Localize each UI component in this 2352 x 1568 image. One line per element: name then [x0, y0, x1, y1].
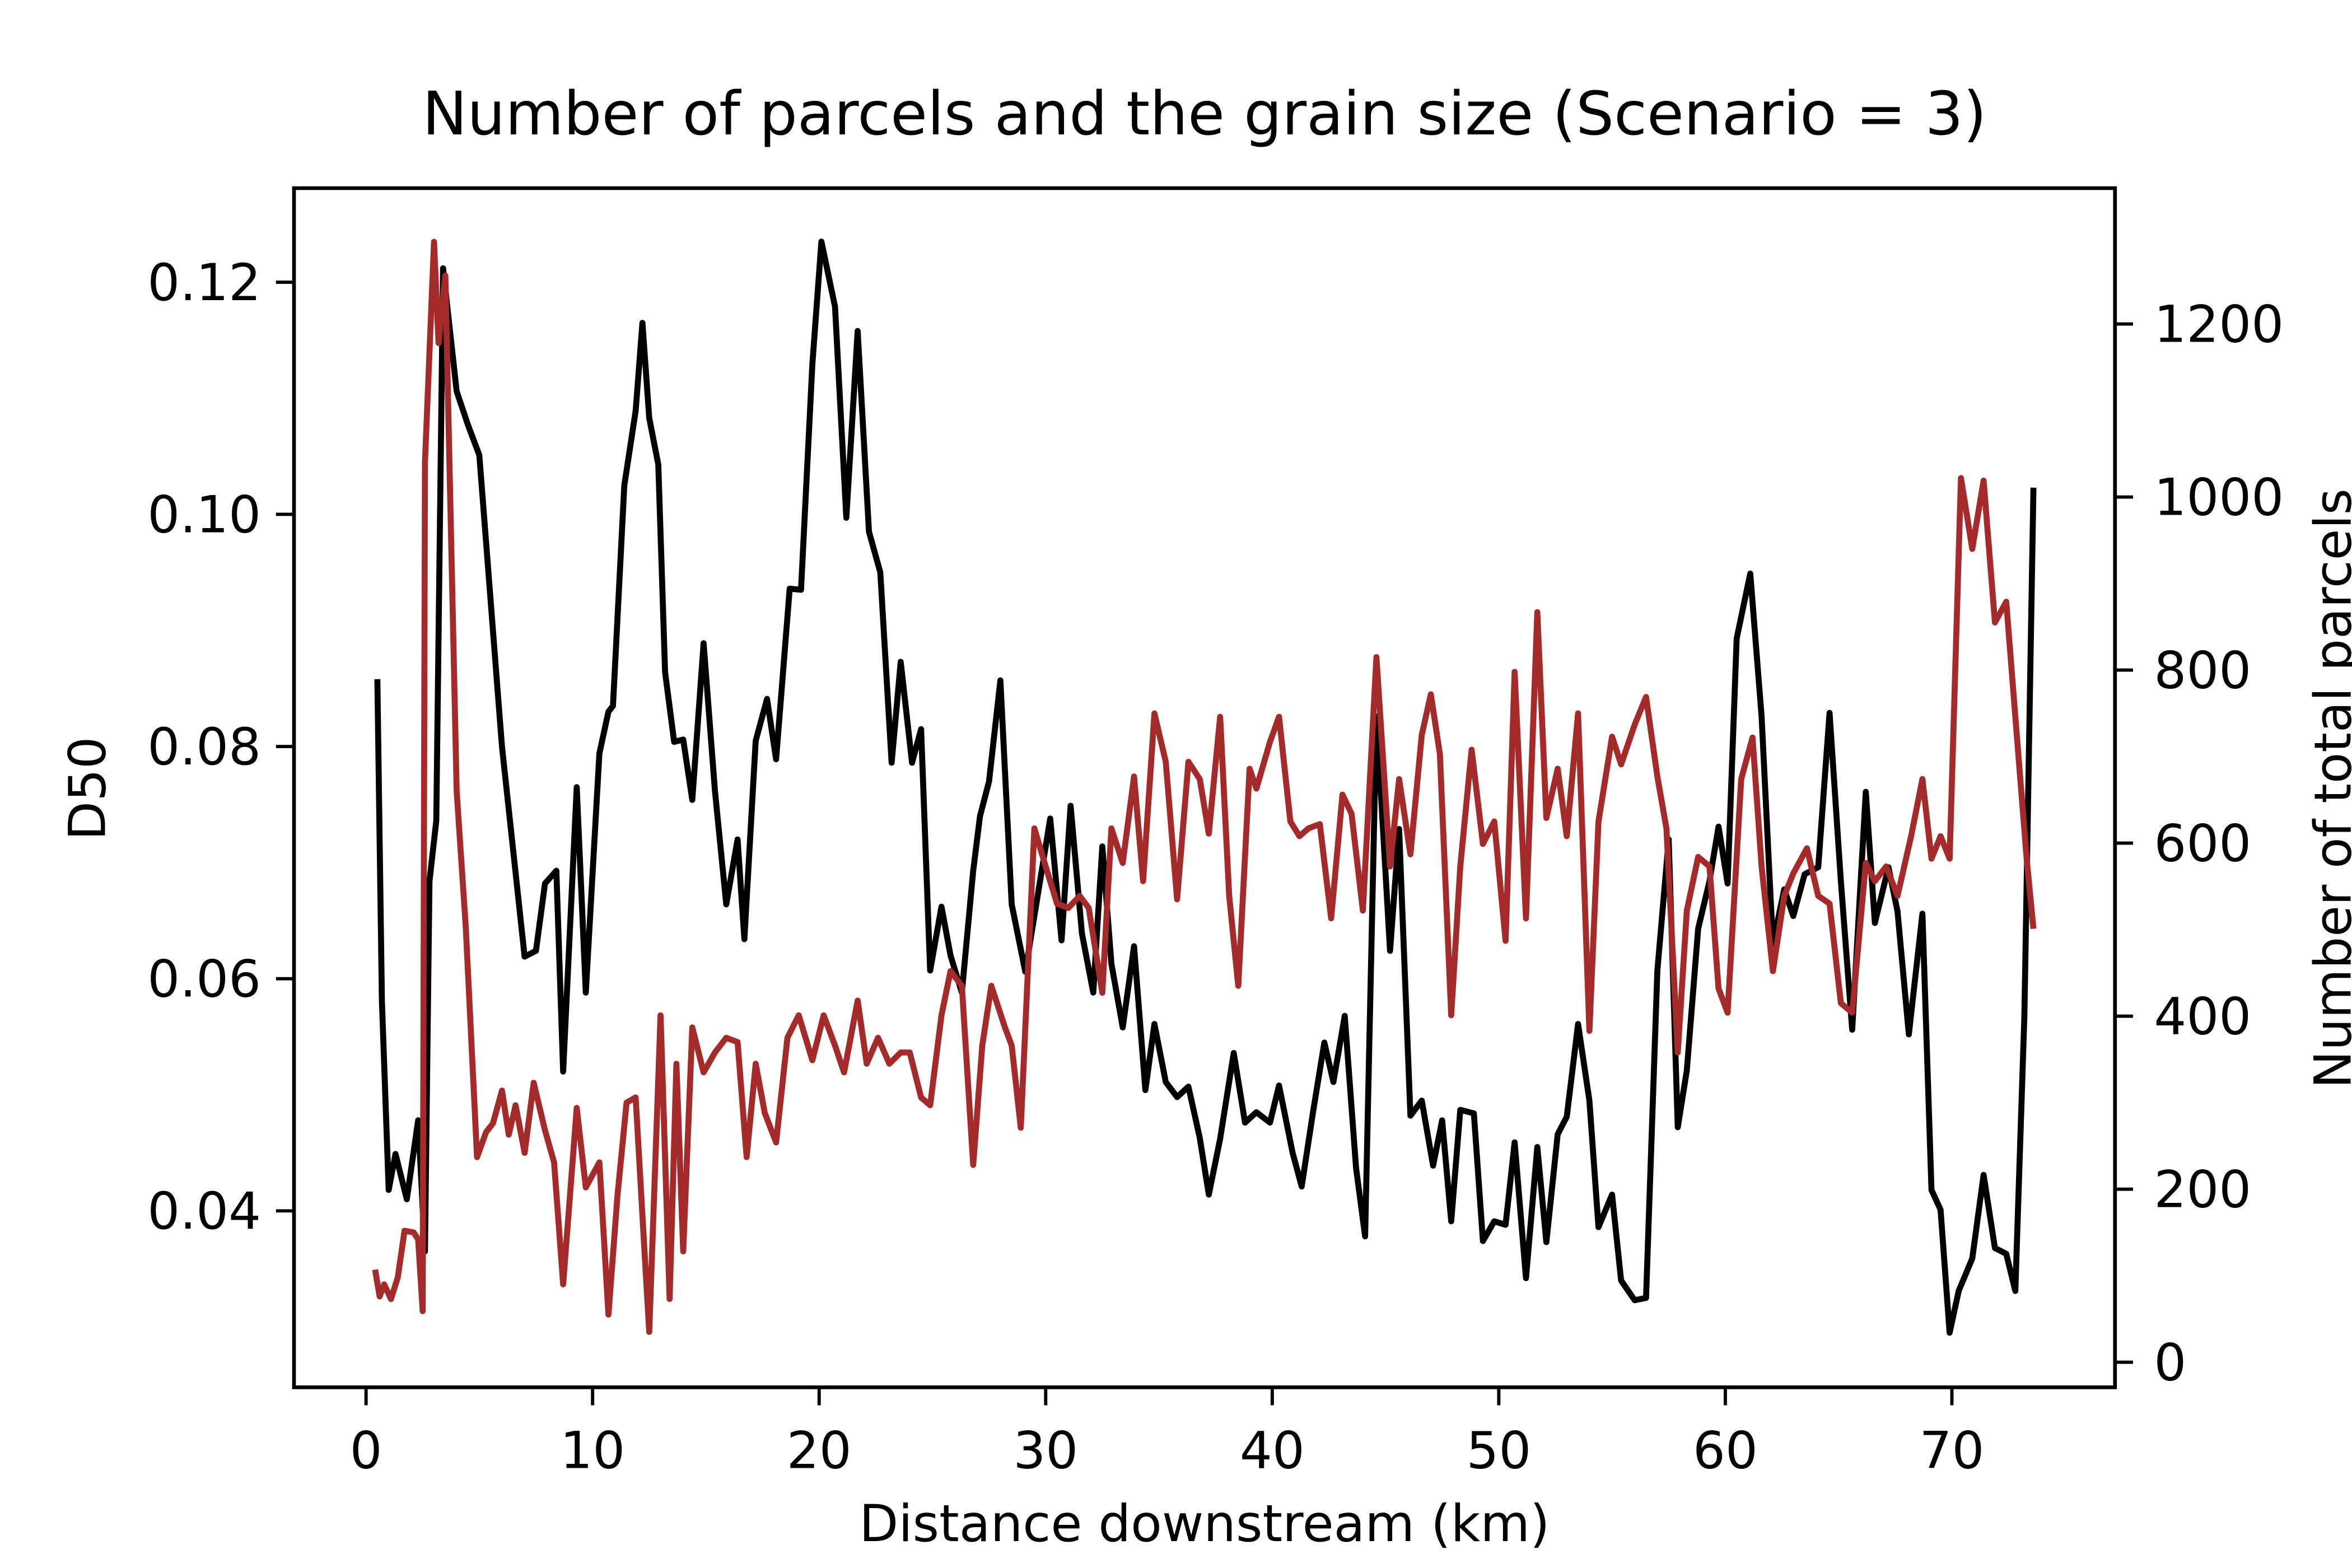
plot-frame — [292, 186, 2117, 1389]
x-tick-label: 50 — [1466, 1422, 1531, 1481]
chart-title: Number of parcels and the grain size (Sc… — [422, 80, 1986, 149]
y2-tick-label: 400 — [2154, 988, 2251, 1047]
y2-tick-label: 800 — [2154, 642, 2251, 701]
y-axis-label: D50 — [58, 736, 117, 840]
y-tick-label: 0.06 — [147, 950, 261, 1009]
data-line — [374, 239, 2037, 1336]
x-tick-label: 0 — [350, 1422, 382, 1481]
y2-axis-label: Number of total parcels — [2304, 488, 2352, 1089]
x-tick-label: 70 — [1920, 1422, 1985, 1481]
y2-tick-label: 600 — [2154, 815, 2251, 874]
y-tick-label: 0.08 — [147, 718, 261, 777]
y-tick-label: 0.12 — [147, 254, 261, 312]
y2-tick-label: 1200 — [2154, 296, 2284, 354]
y2-tick-label: 0 — [2154, 1334, 2186, 1393]
y2-tick-label: 200 — [2154, 1161, 2251, 1220]
y-tick-label: 0.04 — [147, 1182, 261, 1241]
x-tick-label: 40 — [1240, 1422, 1305, 1481]
y-tick-label: 0.10 — [147, 486, 261, 545]
x-tick-label: 10 — [560, 1422, 625, 1481]
x-tick-label: 20 — [787, 1422, 852, 1481]
x-tick-label: 60 — [1693, 1422, 1758, 1481]
data-line — [372, 239, 2037, 1335]
x-axis-label: Distance downstream (km) — [859, 1495, 1550, 1553]
x-tick-label: 30 — [1013, 1422, 1078, 1481]
y2-tick-label: 1000 — [2154, 469, 2284, 528]
